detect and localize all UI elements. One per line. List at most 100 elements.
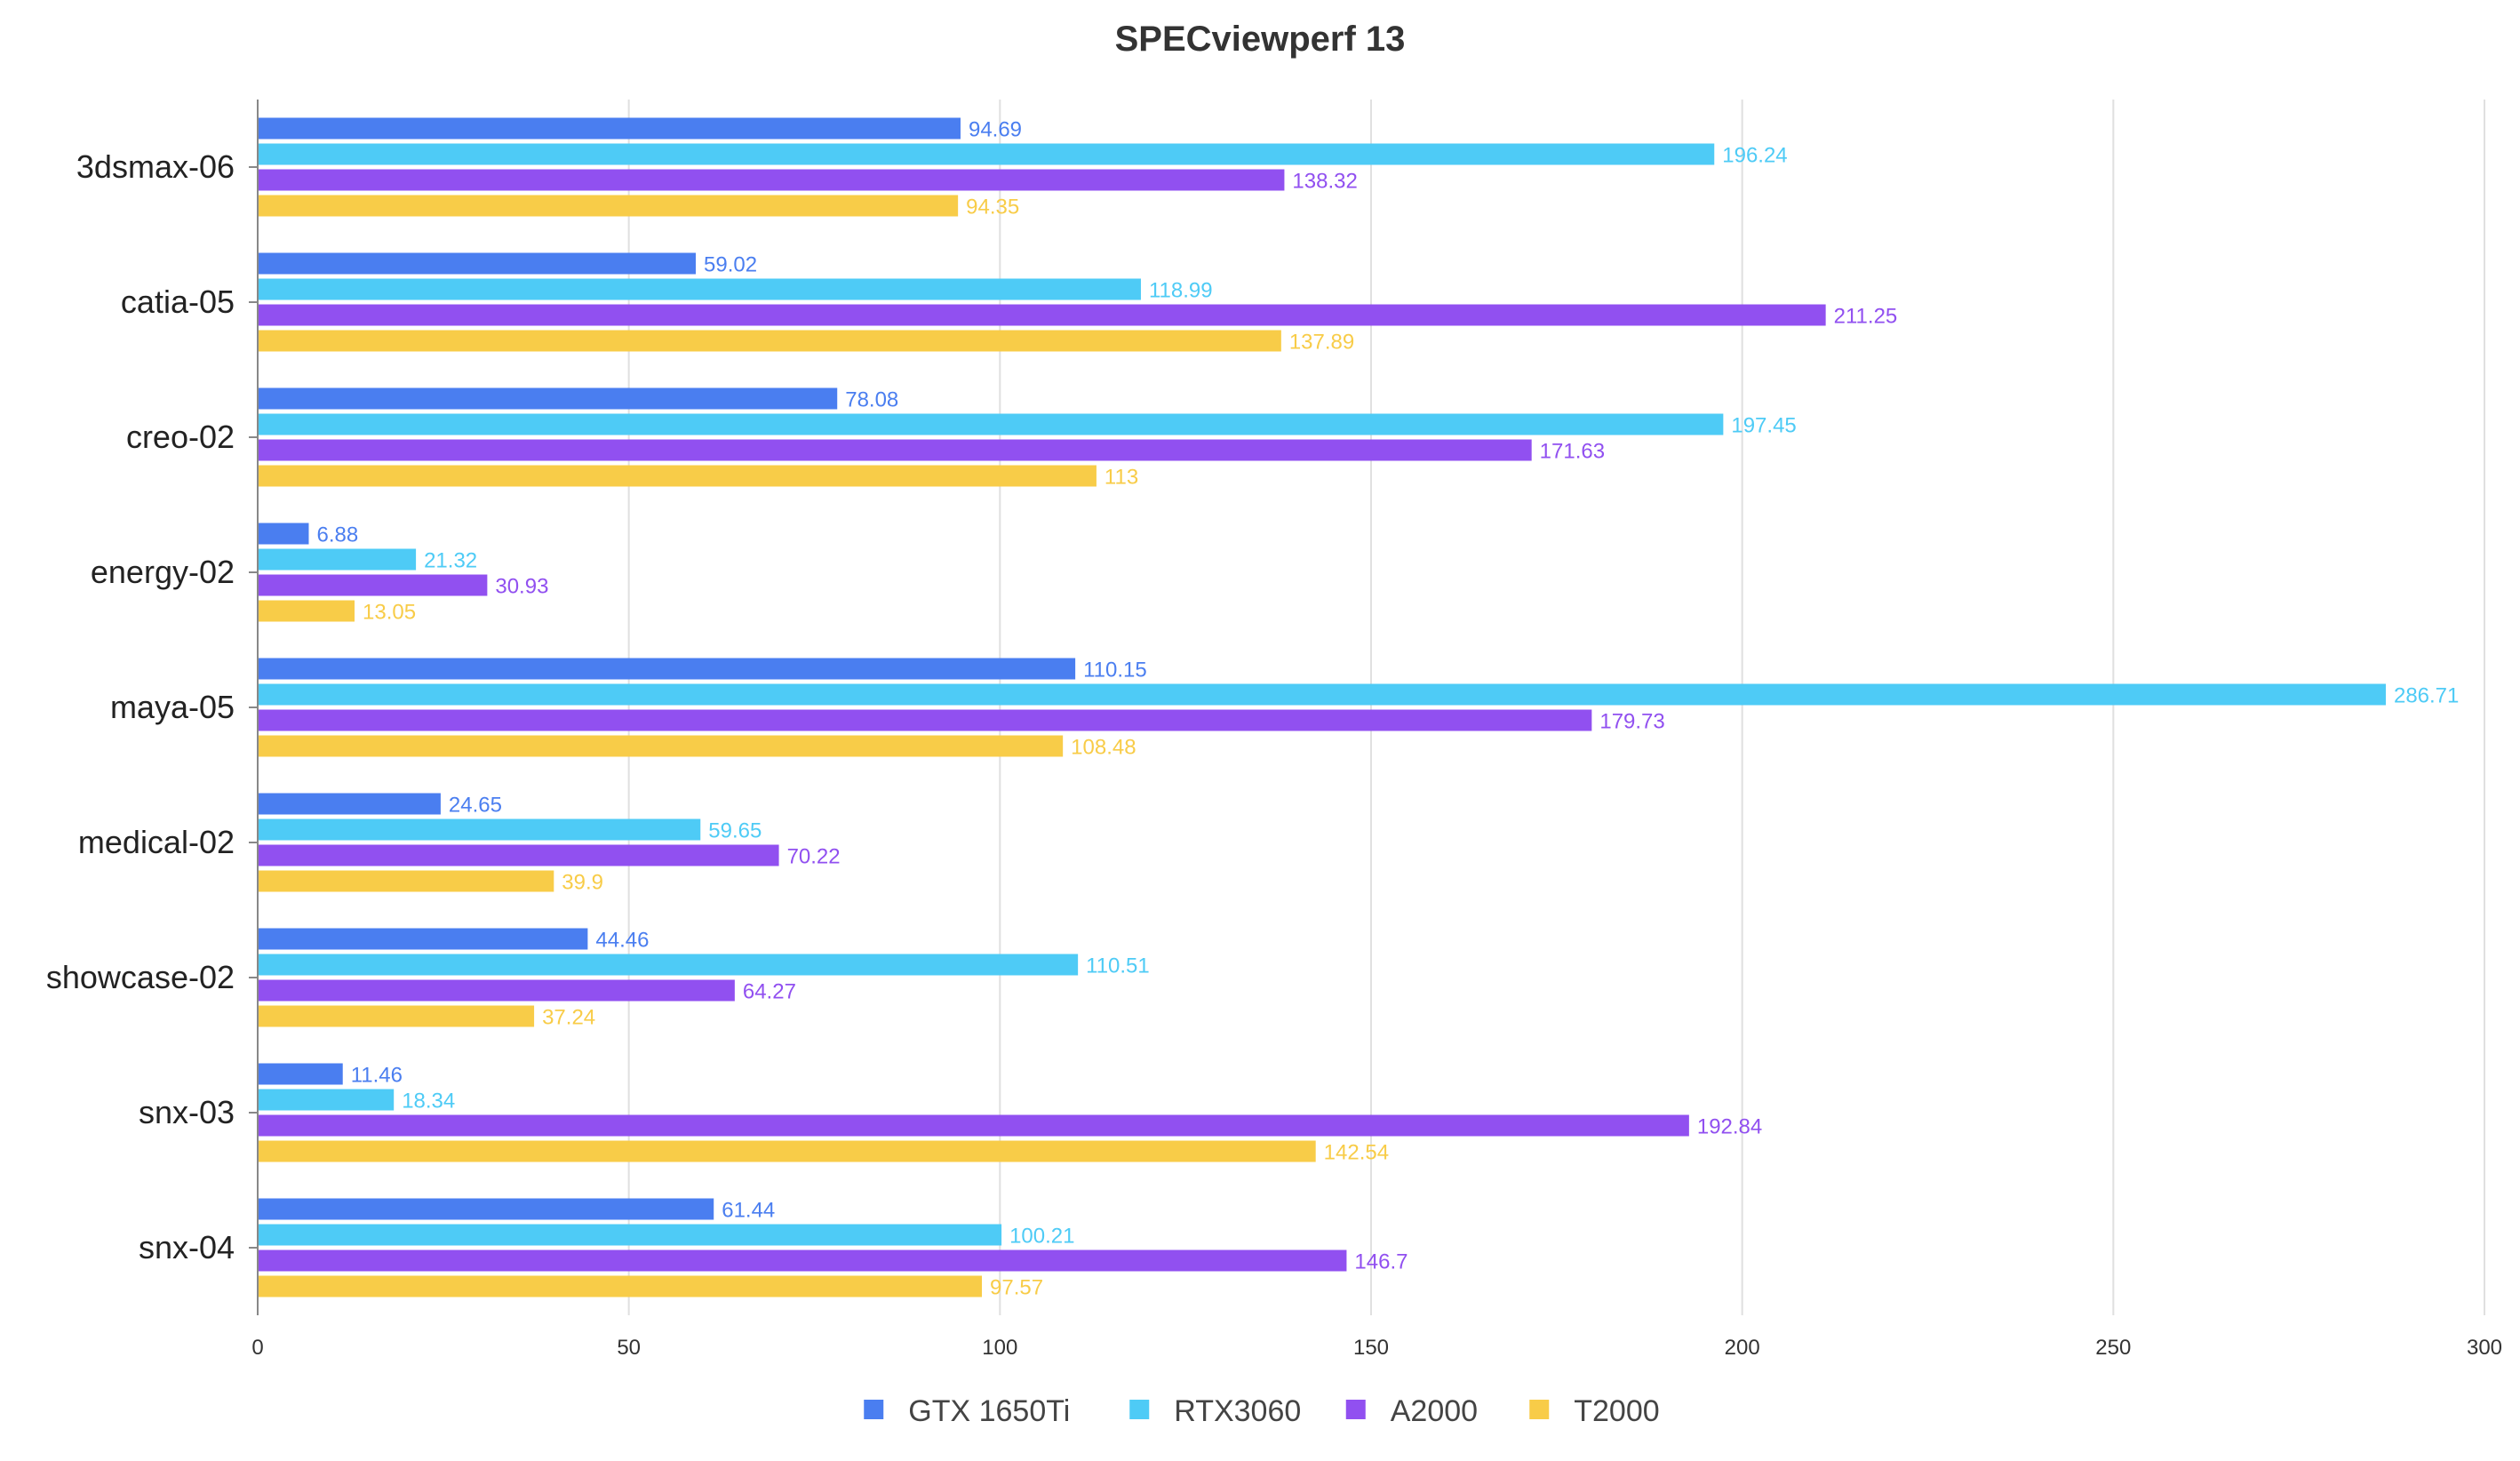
bar[interactable] bbox=[258, 600, 355, 622]
legend-label: RTX3060 bbox=[1174, 1394, 1301, 1428]
data-label: 110.15 bbox=[1083, 659, 1147, 683]
legend-swatch bbox=[1129, 1400, 1150, 1419]
data-label: 196.24 bbox=[1722, 144, 1787, 168]
bar[interactable] bbox=[258, 387, 838, 410]
bar[interactable] bbox=[258, 169, 1285, 191]
bar[interactable] bbox=[258, 735, 1064, 757]
x-tick-label: 200 bbox=[1725, 1336, 1760, 1360]
bar[interactable] bbox=[258, 870, 554, 892]
y-category-label: maya-05 bbox=[110, 689, 235, 725]
bar[interactable] bbox=[258, 1224, 1002, 1246]
bar[interactable] bbox=[258, 278, 1141, 300]
y-category-label: snx-04 bbox=[139, 1229, 235, 1265]
data-label: 108.48 bbox=[1071, 736, 1136, 760]
x-tick-label: 150 bbox=[1353, 1336, 1389, 1360]
data-label: 110.51 bbox=[1086, 954, 1150, 978]
data-label: 142.54 bbox=[1324, 1141, 1389, 1165]
bar[interactable] bbox=[258, 1249, 1347, 1272]
data-label: 97.57 bbox=[990, 1276, 1043, 1300]
data-label: 30.93 bbox=[495, 575, 548, 599]
data-label: 70.22 bbox=[787, 845, 841, 869]
data-label: 21.32 bbox=[424, 549, 477, 573]
legend-item[interactable]: RTX3060 bbox=[1129, 1394, 1301, 1428]
legend-item[interactable]: GTX 1650Ti bbox=[864, 1394, 1070, 1428]
legend-swatch bbox=[864, 1400, 884, 1419]
data-label: 64.27 bbox=[743, 980, 796, 1004]
data-label: 78.08 bbox=[845, 388, 898, 412]
y-category-label: showcase-02 bbox=[46, 959, 235, 995]
bar[interactable] bbox=[258, 844, 779, 866]
bar[interactable] bbox=[258, 928, 588, 950]
chart-title: SPECviewperf 13 bbox=[1114, 20, 1406, 59]
bar[interactable] bbox=[258, 658, 1076, 680]
bar[interactable] bbox=[258, 1063, 343, 1085]
data-label: 18.34 bbox=[402, 1090, 455, 1114]
bar[interactable] bbox=[258, 709, 1592, 731]
data-label: 179.73 bbox=[1599, 710, 1664, 734]
legend-item[interactable]: T2000 bbox=[1529, 1394, 1660, 1428]
bar[interactable] bbox=[258, 1198, 714, 1220]
x-tick-label: 250 bbox=[2095, 1336, 2131, 1360]
bar[interactable] bbox=[258, 818, 701, 841]
data-label: 59.65 bbox=[708, 819, 762, 843]
legend-label: A2000 bbox=[1391, 1394, 1478, 1428]
bar[interactable] bbox=[258, 465, 1097, 487]
bar[interactable] bbox=[258, 252, 697, 275]
bar[interactable] bbox=[258, 304, 1826, 326]
y-category-label: medical-02 bbox=[78, 824, 235, 860]
gridlines bbox=[627, 100, 2485, 1315]
x-tick-label: 50 bbox=[617, 1336, 641, 1360]
bar[interactable] bbox=[258, 1089, 395, 1111]
data-label: 197.45 bbox=[1731, 414, 1796, 438]
bar[interactable] bbox=[258, 1114, 1689, 1137]
bar[interactable] bbox=[258, 548, 417, 571]
data-label: 61.44 bbox=[722, 1199, 775, 1223]
bar[interactable] bbox=[258, 1140, 1316, 1162]
bar[interactable] bbox=[258, 413, 1724, 435]
legend-label: GTX 1650Ti bbox=[908, 1394, 1070, 1428]
bar[interactable] bbox=[258, 117, 961, 140]
bar[interactable] bbox=[258, 523, 309, 545]
data-label: 11.46 bbox=[351, 1064, 403, 1088]
data-label: 37.24 bbox=[542, 1006, 595, 1030]
y-category-label: 3dsmax-06 bbox=[76, 148, 235, 185]
data-label: 100.21 bbox=[1009, 1225, 1074, 1249]
bar[interactable] bbox=[258, 574, 488, 596]
bar[interactable] bbox=[258, 1005, 535, 1027]
data-label: 171.63 bbox=[1540, 440, 1605, 464]
data-label: 138.32 bbox=[1292, 170, 1357, 194]
data-label: 13.05 bbox=[363, 601, 416, 625]
bar[interactable] bbox=[258, 979, 735, 1002]
data-label: 211.25 bbox=[1834, 305, 1898, 329]
x-tick-label: 0 bbox=[251, 1336, 263, 1360]
y-category-label: snx-03 bbox=[139, 1094, 235, 1130]
legend-swatch bbox=[1529, 1400, 1550, 1419]
bar[interactable] bbox=[258, 195, 959, 217]
axes: 0 50 100 150 200 250 300 3dsmax-06 catia-05 creo-… bbox=[46, 100, 2502, 1360]
bar[interactable] bbox=[258, 330, 1281, 352]
data-label: 6.88 bbox=[316, 523, 358, 547]
data-label: 94.35 bbox=[966, 196, 1019, 220]
y-category-label: catia-05 bbox=[121, 283, 235, 320]
data-label: 44.46 bbox=[595, 929, 649, 953]
bar[interactable] bbox=[258, 439, 1532, 461]
x-tick-label: 100 bbox=[982, 1336, 1017, 1360]
y-category-label: energy-02 bbox=[91, 554, 235, 590]
bar[interactable] bbox=[258, 1275, 983, 1297]
bar-series: 94.69 196.24 138.32 94.35 59.02 118.99 211.25 1… bbox=[258, 117, 2459, 1300]
data-label: 137.89 bbox=[1289, 331, 1354, 355]
bar[interactable] bbox=[258, 143, 1715, 165]
data-label: 94.69 bbox=[969, 118, 1022, 142]
bar[interactable] bbox=[258, 954, 1079, 976]
x-tick-label: 300 bbox=[2467, 1336, 2502, 1360]
data-label: 286.71 bbox=[2394, 684, 2459, 708]
data-label: 113 bbox=[1104, 466, 1138, 490]
y-category-label: creo-02 bbox=[126, 419, 235, 455]
bar[interactable] bbox=[258, 683, 2386, 706]
bar[interactable] bbox=[258, 793, 441, 815]
data-label: 192.84 bbox=[1697, 1115, 1762, 1139]
legend-item[interactable]: A2000 bbox=[1345, 1394, 1478, 1428]
legend[interactable]: GTX 1650Ti RTX3060 A2000 T2000 bbox=[864, 1394, 1660, 1428]
legend-label: T2000 bbox=[1574, 1394, 1659, 1428]
